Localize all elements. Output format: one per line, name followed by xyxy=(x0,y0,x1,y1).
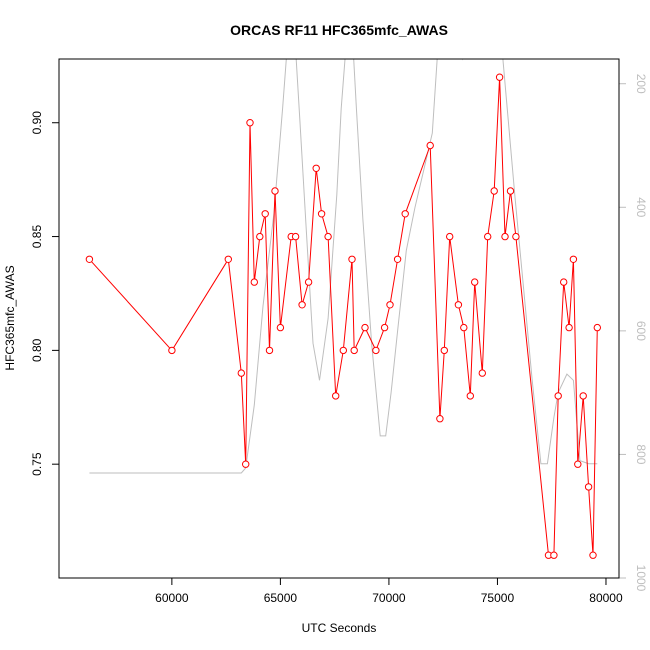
data-point xyxy=(401,210,409,218)
data-point xyxy=(426,141,434,150)
y2-tick-label: 200 xyxy=(634,74,648,94)
data-point xyxy=(265,346,274,355)
data-point xyxy=(495,73,504,81)
data-point xyxy=(237,369,246,377)
data-point xyxy=(490,187,498,195)
data-point xyxy=(276,323,285,332)
data-point xyxy=(250,278,259,286)
data-point xyxy=(440,346,448,355)
data-point xyxy=(471,278,479,286)
data-point xyxy=(380,323,389,332)
data-point xyxy=(271,187,279,195)
y2-tick-label: 400 xyxy=(634,197,648,217)
data-point xyxy=(168,346,176,355)
y-tick-label: 0.80 xyxy=(30,338,44,362)
data-point xyxy=(317,210,326,218)
y-tick-label: 0.90 xyxy=(30,111,44,135)
data-point xyxy=(242,460,250,468)
data-point xyxy=(574,460,582,468)
data-point xyxy=(339,346,347,355)
data-point xyxy=(584,483,593,491)
data-point xyxy=(589,551,597,559)
data-point xyxy=(460,323,468,332)
data-point xyxy=(565,323,573,332)
data-point xyxy=(484,232,492,241)
data-point xyxy=(579,392,587,400)
x-tick-label: 65000 xyxy=(264,591,298,605)
data-point xyxy=(332,392,340,400)
data-point xyxy=(501,232,509,241)
data-point xyxy=(372,346,380,355)
data-point xyxy=(348,255,356,263)
data-point xyxy=(466,392,474,400)
y-axis-label: HFC365mfc_AWAS xyxy=(3,265,17,370)
y-tick-label: 0.75 xyxy=(30,452,44,476)
data-point xyxy=(261,210,269,218)
data-point xyxy=(569,255,578,263)
data-point xyxy=(436,415,444,423)
data-point xyxy=(350,346,358,355)
chart-title: ORCAS RF11 HFC365mfc_AWAS xyxy=(230,22,448,38)
data-point xyxy=(512,232,520,241)
y2-tick-label: 800 xyxy=(634,444,648,464)
data-point xyxy=(85,255,94,263)
data-point xyxy=(298,301,306,309)
data-point xyxy=(291,232,300,241)
data-point xyxy=(554,392,562,400)
data-point xyxy=(324,232,332,241)
data-point xyxy=(446,232,454,241)
data-point xyxy=(560,278,568,286)
data-point xyxy=(361,323,369,332)
x-tick-label: 60000 xyxy=(155,591,189,605)
secondary-series-layer xyxy=(89,59,598,474)
y2-tick-label: 600 xyxy=(634,321,648,341)
data-point xyxy=(478,369,486,377)
data-point xyxy=(393,255,402,263)
y2-tick-label: 1000 xyxy=(634,565,648,592)
axes-layer: 60000 65000 70000 75000 80000 0.75 0.80 0.85 0.9… xyxy=(30,74,648,605)
data-point xyxy=(246,119,254,127)
data-point xyxy=(256,232,264,241)
data-point xyxy=(550,551,558,559)
plot-frame xyxy=(58,58,620,579)
data-point xyxy=(506,187,515,195)
x-tick-label: 80000 xyxy=(589,591,623,605)
data-point xyxy=(386,301,394,309)
data-point xyxy=(224,255,233,263)
primary-series-layer xyxy=(85,73,601,559)
x-tick-label: 70000 xyxy=(372,591,406,605)
data-point xyxy=(312,164,320,173)
secondary-series-line xyxy=(89,59,598,474)
x-axis-label: UTC Seconds xyxy=(302,621,377,635)
data-point xyxy=(454,301,463,309)
y-tick-label: 0.85 xyxy=(30,225,44,249)
data-point xyxy=(593,323,601,332)
data-point xyxy=(304,278,313,286)
x-tick-label: 75000 xyxy=(481,591,515,605)
